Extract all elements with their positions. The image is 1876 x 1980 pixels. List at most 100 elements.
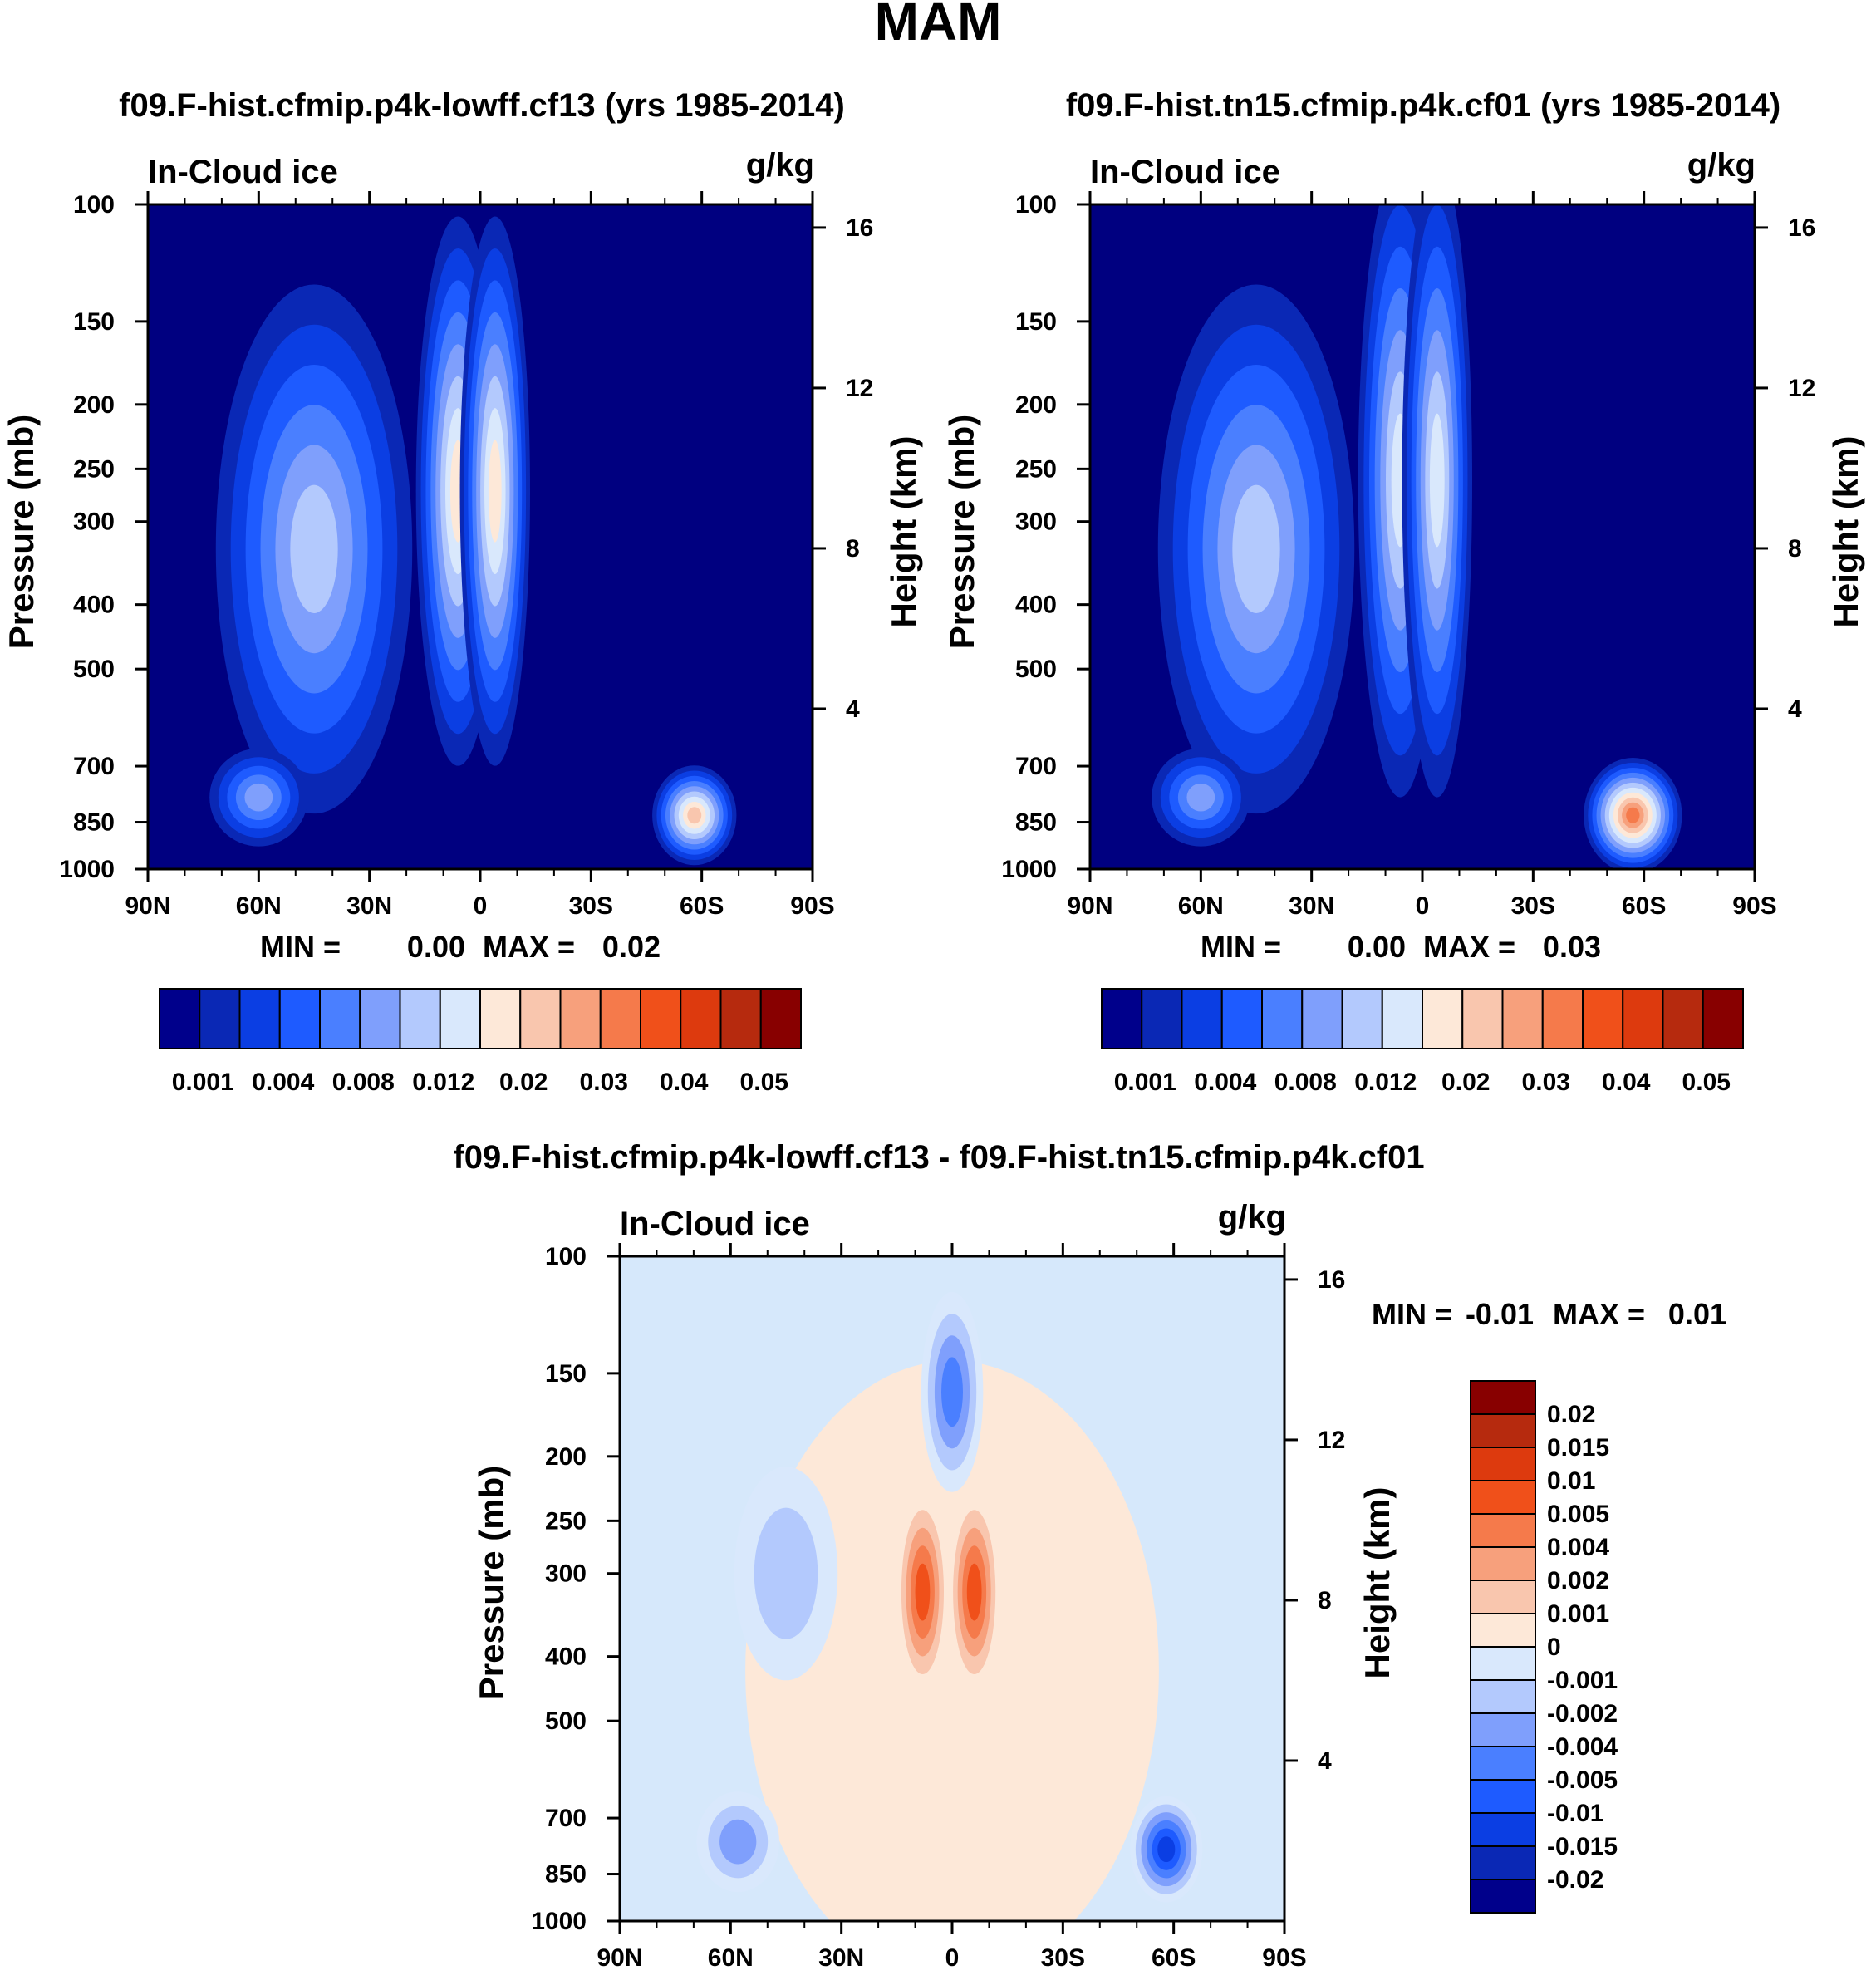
colorbar-label: 0.03 [580,1069,628,1096]
colorbar-box [559,988,602,1049]
colorbar-box [278,988,321,1049]
colorbar-label: 0.001 [172,1069,234,1096]
colorbar-box [1702,988,1744,1049]
y-tick-label: 850 [73,809,115,837]
x-tick-label: 90N [1067,892,1112,920]
colorbar-box [1470,1779,1536,1814]
colorbar-box [1470,1613,1536,1648]
y-tick-label: 250 [73,455,115,483]
contour-level-2-4 [966,1563,982,1621]
colorbar-label: 0.04 [660,1069,709,1096]
y-tick-label: 200 [1015,391,1057,419]
colorbar-box [1470,1646,1536,1681]
colorbar-label: 0.01 [1547,1467,1595,1495]
colorbar-box [238,988,281,1049]
contour-level-4-11 [1626,807,1640,823]
y-tick-label: 300 [73,509,115,536]
x-tick-label: 60S [1622,892,1666,920]
panel-difference: f09.F-hist.cfmip.p4k-lowff.cf13 - f09.F-… [453,1139,1726,1972]
contour-level-3-3 [941,1357,963,1427]
contour-level-2-7 [1429,413,1445,548]
max-value: 0.01 [1668,1297,1726,1331]
colorbar-label: -0.002 [1547,1700,1618,1727]
y-tick-label: 850 [545,1861,587,1889]
colorbar-label: 0.005 [1547,1501,1609,1528]
contour-level-5-2 [719,1819,757,1865]
colorbar: 0.001 0.004 0.008 0.012 0.02 0.03 0.04 0.05 [1101,988,1744,1096]
y-tick-label: 150 [545,1360,587,1388]
colorbar-box [1261,988,1304,1049]
colorbar-box [1541,988,1584,1049]
contour-level-1-4 [915,1563,931,1621]
min-value: 0.00 [1348,930,1406,964]
panel-title: f09.F-hist.cfmip.p4k-lowff.cf13 (yrs 198… [119,87,845,124]
colorbar-box [159,988,201,1049]
min-label: MIN = [1201,930,1281,964]
x-tick-label: 60S [680,892,724,920]
y2-tick-label: 12 [1318,1427,1345,1454]
y-tick-label: 1000 [59,856,115,883]
colorbar-box [1101,988,1143,1049]
colorbar-box [479,988,522,1049]
panel-lowff: f09.F-hist.cfmip.p4k-lowff.cf13 (yrs 198… [2,87,923,1096]
y2-tick-label: 16 [846,214,873,242]
y-tick-label: 400 [1015,592,1057,619]
colorbar-label: -0.005 [1547,1766,1618,1794]
colorbar-box [1461,988,1504,1049]
y-tick-label: 700 [1015,753,1057,780]
y-tick-label: 500 [545,1707,587,1735]
contour-level-0-6 [1232,484,1280,613]
colorbar-label: 0.001 [1547,1600,1609,1628]
units-label: g/kg [746,147,814,184]
colorbar-label: 0 [1547,1634,1561,1661]
colorbar-label: -0.015 [1547,1833,1618,1860]
max-value: 0.03 [1543,930,1601,964]
colorbar-box [1341,988,1383,1049]
y2-tick-label: 4 [846,695,860,723]
y-tick-label: 100 [1015,191,1057,219]
colorbar-box [1470,1513,1536,1548]
colorbar-label: 0.012 [1354,1069,1417,1096]
y2-axis-label: Height (km) [1358,1487,1397,1679]
x-tick-label: 60N [236,892,282,920]
x-tick-label: 30S [569,892,613,920]
x-tick-label: 0 [945,1944,960,1972]
x-tick-label: 30S [1511,892,1555,920]
colorbar-label: 0.008 [1274,1069,1337,1096]
max-label: MAX = [1423,930,1515,964]
figure-title: MAM [875,0,1002,52]
contour-level-0-6 [290,484,338,613]
colorbar-box [1470,1845,1536,1880]
colorbar-box [599,988,641,1049]
colorbar-label: 0.004 [1547,1534,1609,1561]
y-tick-label: 300 [1015,509,1057,536]
y-tick-label: 400 [73,592,115,619]
plot-area: 90N 60N 30N 0 30S 60S 90S 100 150 200 250 300 400 500… [531,1243,1345,1972]
colorbar-box [1470,1812,1536,1847]
max-label: MAX = [483,930,575,964]
variable-label: In-Cloud ice [1090,154,1280,190]
colorbar-box [1622,988,1664,1049]
y-axis-label: Pressure (mb) [2,415,41,649]
colorbar-box [1141,988,1183,1049]
x-tick-label: 30N [346,892,392,920]
colorbar-label: 0.02 [499,1069,548,1096]
x-tick-label: 30N [1289,892,1334,920]
y-tick-label: 1000 [1001,856,1057,883]
plot-area: 90N 60N 30N 0 30S 60S 90S 100 150 200 250 300 400 500… [1001,191,1815,920]
contour-level-4-9 [687,807,702,824]
contour-field [620,1256,1284,1921]
y2-tick-label: 16 [1318,1266,1345,1294]
colorbar-box [1470,1879,1536,1914]
colorbar-label: 0.03 [1522,1069,1570,1096]
colorbar-box [1470,1413,1536,1448]
colorbar-box [1470,1679,1536,1714]
colorbar-box [640,988,682,1049]
y-tick-label: 500 [73,656,115,683]
y2-tick-label: 12 [1788,375,1815,402]
x-tick-label: 0 [474,892,488,920]
x-tick-label: 0 [1416,892,1430,920]
colorbar-label: 0.002 [1547,1567,1609,1594]
colorbar-box [1582,988,1624,1049]
x-tick-label: 60S [1152,1944,1196,1972]
